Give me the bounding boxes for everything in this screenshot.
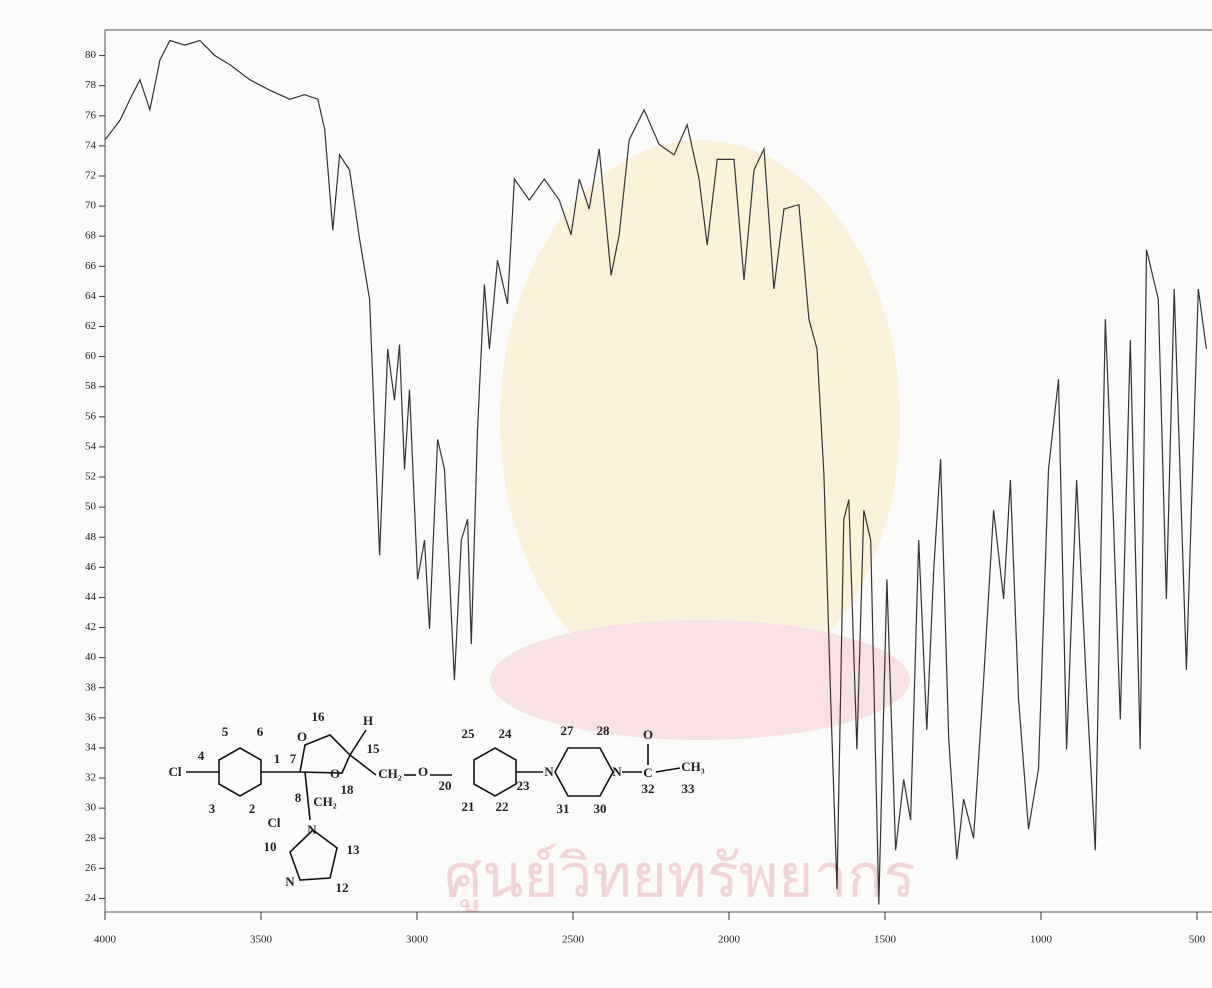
y-tick-label: 42 bbox=[85, 621, 96, 633]
structure-label: 32 bbox=[642, 781, 655, 796]
structure-label: 24 bbox=[499, 726, 513, 741]
structure-label: 16 bbox=[312, 709, 326, 724]
plot-frame bbox=[104, 29, 1212, 913]
structure-label: O bbox=[418, 764, 428, 779]
y-tick-label: 46 bbox=[85, 561, 97, 573]
watermark-emblem bbox=[500, 140, 900, 700]
y-tick-label: 76 bbox=[85, 109, 97, 121]
structure-label: O bbox=[297, 729, 307, 744]
y-tick-label: 34 bbox=[85, 741, 97, 753]
y-tick-label: 56 bbox=[85, 410, 97, 422]
y-tick-label: 68 bbox=[85, 230, 97, 242]
structure-label: 10 bbox=[264, 839, 277, 854]
x-tick-label: 1500 bbox=[874, 934, 897, 946]
structure-label: 4 bbox=[198, 748, 205, 763]
y-tick-label: 64 bbox=[85, 290, 97, 302]
structure-label: 13 bbox=[347, 842, 361, 857]
x-tick-label: 2000 bbox=[718, 934, 741, 946]
structure-label: 12 bbox=[336, 880, 349, 895]
y-tick-label: 74 bbox=[85, 139, 97, 151]
molecule-bonds bbox=[186, 729, 681, 881]
x-tick-label: 500 bbox=[1189, 934, 1206, 946]
structure-label: N bbox=[612, 764, 622, 779]
watermark-text: ศูนย์วิทยทรัพยากร bbox=[444, 842, 915, 913]
y-tick-label: 26 bbox=[85, 862, 97, 874]
y-tick-label: 36 bbox=[85, 711, 97, 723]
structure-label: O bbox=[643, 727, 653, 742]
structure-label: H bbox=[363, 713, 373, 728]
y-tick-label: 38 bbox=[85, 681, 97, 693]
y-tick-label: 52 bbox=[85, 471, 96, 483]
spectrum-line bbox=[104, 39, 1207, 905]
y-tick-label: 62 bbox=[85, 320, 96, 332]
y-tick-label: 80 bbox=[85, 49, 97, 61]
structure-label: 8 bbox=[295, 790, 302, 805]
structure-label: 3 bbox=[209, 801, 216, 816]
structure-label: CH₃ bbox=[681, 759, 705, 774]
bond bbox=[289, 828, 338, 881]
structure-label: 20 bbox=[439, 778, 452, 793]
x-tick-label: 1000 bbox=[1030, 934, 1053, 946]
structure-label: 7 bbox=[290, 751, 297, 766]
structure-label: 21 bbox=[462, 799, 475, 814]
y-tick-label: 72 bbox=[85, 170, 96, 182]
watermark-emblem-base bbox=[490, 620, 910, 740]
x-tick-label: 3500 bbox=[250, 934, 273, 946]
y-tick-label: 40 bbox=[85, 651, 97, 663]
y-tick-label: 54 bbox=[85, 440, 97, 452]
x-tick-label: 4000 bbox=[94, 934, 117, 946]
bond bbox=[349, 754, 377, 776]
structure-label: 5 bbox=[222, 724, 229, 739]
structure-label: N bbox=[285, 874, 295, 889]
bond bbox=[655, 767, 681, 773]
y-tick-label: 50 bbox=[85, 501, 97, 513]
structure-label: N bbox=[544, 764, 554, 779]
bond bbox=[304, 771, 311, 821]
y-tick-label: 78 bbox=[85, 79, 97, 91]
bond bbox=[473, 747, 517, 797]
y-tick-label: 28 bbox=[85, 832, 97, 844]
y-tick-label: 32 bbox=[85, 772, 96, 784]
structure-label: C bbox=[643, 765, 652, 780]
y-tick-label: 70 bbox=[85, 200, 97, 212]
structure-label: 2 bbox=[249, 801, 256, 816]
y-tick-label: 48 bbox=[85, 531, 97, 543]
structure-label: Cl bbox=[268, 815, 281, 830]
structure-label: 28 bbox=[597, 723, 611, 738]
bond bbox=[299, 734, 351, 774]
structure-label: 33 bbox=[682, 781, 696, 796]
structure-label: 15 bbox=[367, 741, 381, 756]
structure-label: 25 bbox=[462, 726, 476, 741]
y-tick-label: 58 bbox=[85, 380, 97, 392]
bond bbox=[349, 729, 367, 756]
y-tick-label: 30 bbox=[85, 802, 97, 814]
structure-label: N bbox=[307, 822, 317, 837]
structure-label: 18 bbox=[341, 782, 355, 797]
structure-label: 1 bbox=[274, 751, 281, 766]
y-tick-label: 66 bbox=[85, 260, 97, 272]
x-tick-label: 2500 bbox=[562, 934, 585, 946]
bond bbox=[554, 747, 614, 797]
structure-label: 23 bbox=[517, 778, 531, 793]
structure-label: 30 bbox=[594, 801, 607, 816]
y-tick-label: 24 bbox=[85, 892, 97, 904]
bond bbox=[218, 747, 262, 797]
structure-label: 27 bbox=[561, 723, 575, 738]
structure-label: 6 bbox=[257, 724, 264, 739]
structure-label: CH₂ bbox=[313, 794, 337, 809]
structure-label: O bbox=[330, 766, 340, 781]
structure-label: Cl bbox=[169, 764, 182, 779]
structure-label: 22 bbox=[496, 799, 509, 814]
structure-label: 31 bbox=[557, 801, 570, 816]
y-tick-label: 60 bbox=[85, 350, 97, 362]
x-tick-label: 3000 bbox=[406, 934, 429, 946]
y-tick-label: 44 bbox=[85, 591, 97, 603]
structure-label: CH₂ bbox=[378, 766, 402, 781]
